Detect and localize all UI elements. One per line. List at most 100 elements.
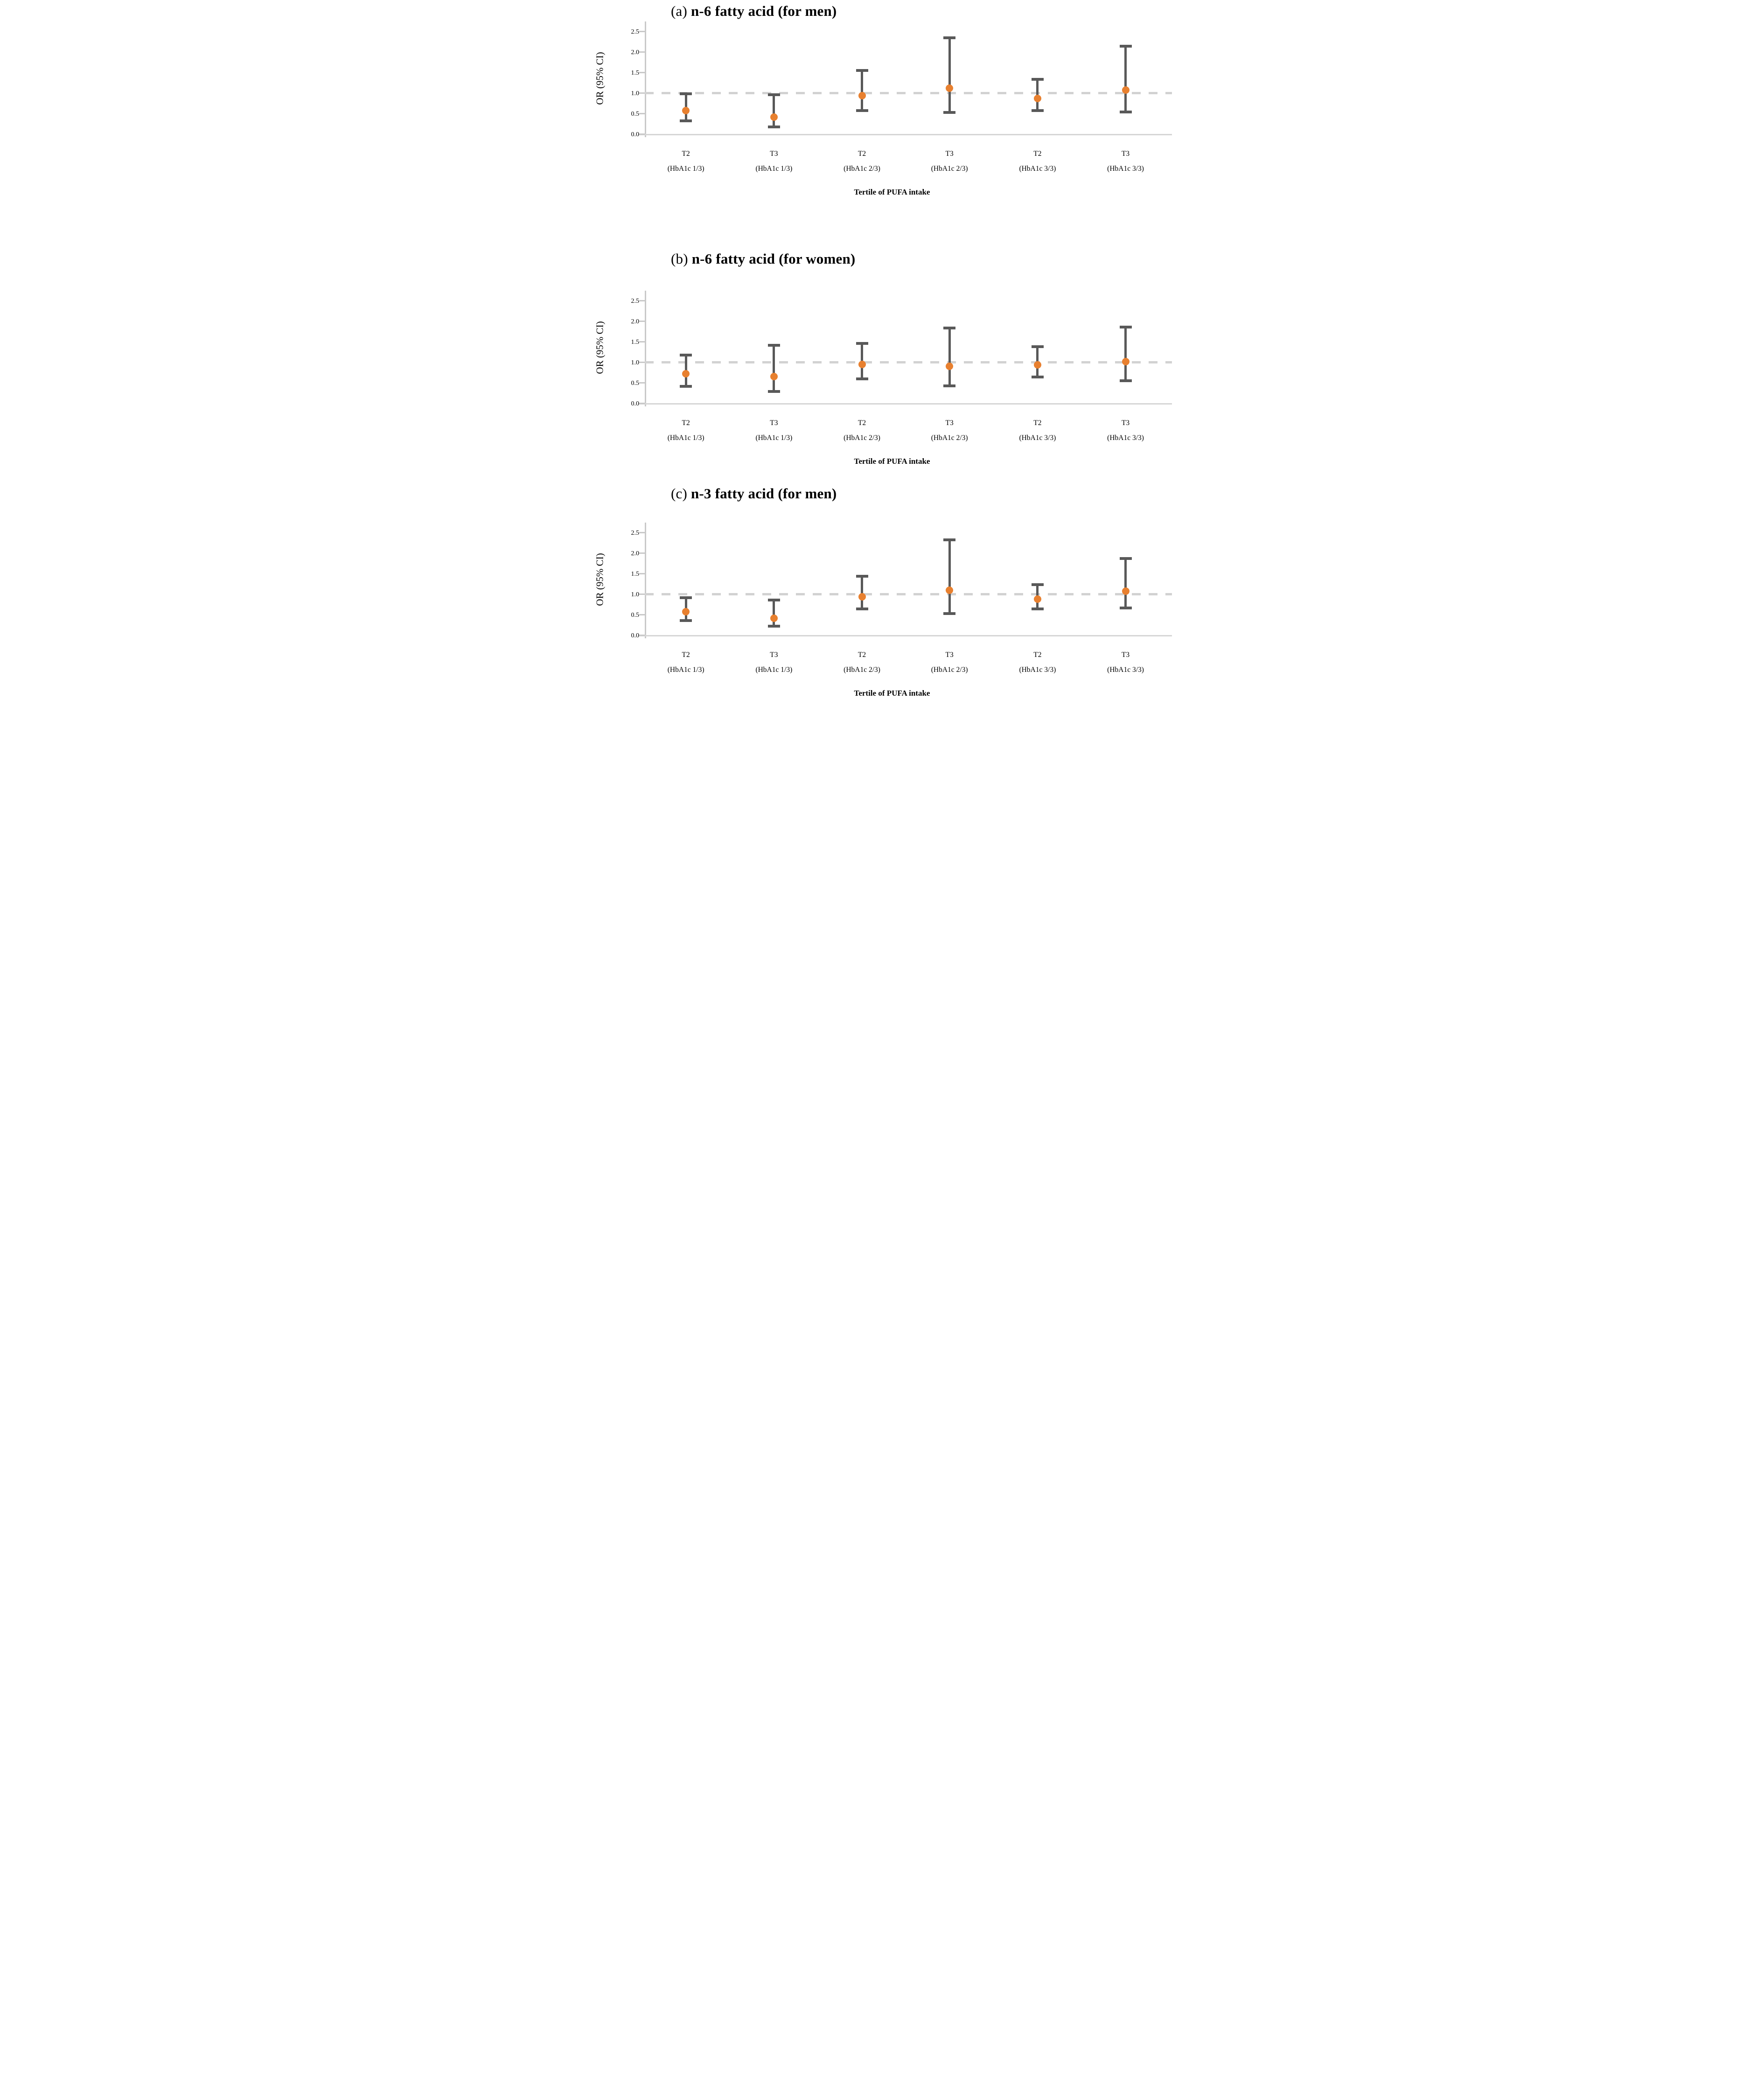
x-category-tertile: T2 — [858, 650, 866, 659]
ci-cap-lower — [1031, 376, 1044, 379]
plot-area-b: 0.0 0.5 1.0 1.5 2.0 2.5 — [631, 290, 1172, 407]
y-tick-mark — [639, 112, 645, 114]
y-tick-mark — [639, 382, 645, 384]
plot-row-b: OR (95% CI) 0.0 0.5 1.0 1.5 2.0 2.5 T2 (HbA1c 1/… — [594, 290, 1172, 466]
ci-cap-lower — [680, 119, 692, 122]
chart-title-a: (a) n-6 fatty acid (for men) — [671, 3, 1176, 20]
ci-cap-lower — [943, 384, 956, 387]
chart-title-main: n-3 fatty acid (for men) — [690, 485, 837, 502]
ci-cap-upper — [1119, 557, 1132, 560]
ci-cap-lower — [680, 384, 692, 388]
x-category-label: T2 (HbA1c 1/3) — [668, 416, 704, 446]
x-category-label: T3 (HbA1c 1/3) — [755, 648, 792, 678]
ci-cap-lower — [1031, 608, 1044, 611]
y-axis-line — [645, 21, 646, 137]
x-category-tertile: T2 — [858, 419, 866, 427]
or-point-marker — [858, 91, 866, 99]
ci-whisker — [1124, 46, 1127, 112]
forest-plot-figure: (a) n-6 fatty acid (for men) OR (95% CI) 0… — [588, 0, 1176, 698]
ci-whisker — [773, 600, 775, 627]
y-tick-mark — [639, 361, 645, 363]
x-category-tertile: T3 — [1121, 149, 1130, 158]
or-point-marker — [770, 373, 778, 381]
y-axis-title: OR (95% CI) — [594, 553, 606, 606]
or-point-marker — [1033, 361, 1041, 369]
or-point-marker — [682, 107, 690, 115]
or-point-marker — [946, 586, 954, 594]
y-tick-mark — [639, 552, 645, 554]
y-tick-label: 1.5 — [631, 69, 640, 77]
x-category-hba1c: (HbA1c 3/3) — [1107, 434, 1144, 442]
y-tick-label: 2.0 — [631, 318, 640, 325]
ci-whisker — [948, 328, 951, 386]
chart-panel-a: (a) n-6 fatty acid (for men) OR (95% CI) 0… — [588, 0, 1176, 233]
ci-cap-upper — [856, 574, 868, 578]
x-category-label: T3 (HbA1c 3/3) — [1107, 416, 1144, 446]
ci-cap-lower — [856, 377, 868, 380]
ci-cap-upper — [1031, 77, 1044, 81]
x-category-labels: T2 (HbA1c 1/3) T3 (HbA1c 1/3) T2 (HbA1c 2/3) T… — [645, 416, 1172, 446]
x-category-label: T3 (HbA1c 3/3) — [1107, 147, 1144, 177]
x-category-label: T2 (HbA1c 3/3) — [1019, 147, 1056, 177]
x-category-hba1c: (HbA1c 1/3) — [667, 165, 704, 173]
x-category-hba1c: (HbA1c 1/3) — [755, 434, 793, 442]
or-point-marker — [1033, 595, 1041, 603]
y-tick-mark — [639, 92, 645, 94]
or-point-marker — [770, 614, 778, 622]
x-category-tertile: T3 — [945, 149, 954, 158]
y-tick-label: 1.5 — [631, 570, 640, 578]
y-tick-label: 1.5 — [631, 338, 640, 346]
plot-area-a: 0.0 0.5 1.0 1.5 2.0 2.5 — [631, 21, 1172, 138]
y-tick-label: 1.0 — [631, 359, 640, 366]
y-tick-mark — [639, 593, 645, 595]
ci-cap-lower — [1031, 109, 1044, 112]
reference-line-or-1 — [645, 361, 1172, 363]
ci-whisker — [948, 540, 951, 614]
ci-cap-lower — [1119, 111, 1132, 114]
x-category-labels: T2 (HbA1c 1/3) T3 (HbA1c 1/3) T2 (HbA1c 2/3) T… — [645, 648, 1172, 677]
or-point-marker — [682, 608, 690, 616]
y-tick-mark — [639, 634, 645, 636]
x-category-label: T2 (HbA1c 3/3) — [1019, 648, 1056, 678]
ci-cap-lower — [856, 109, 868, 112]
y-axis-title: OR (95% CI) — [594, 321, 606, 374]
chart-panel-b: (b) n-6 fatty acid (for women) OR (95% CI… — [588, 233, 1176, 466]
ci-cap-lower — [767, 625, 780, 628]
y-tick-label: 1.0 — [631, 591, 640, 598]
chart-title-main: n-6 fatty acid (for men) — [690, 3, 837, 19]
reference-line-or-1 — [645, 91, 1172, 94]
chart-title-prefix: (b) — [671, 251, 688, 267]
x-category-label: T3 (HbA1c 2/3) — [931, 416, 968, 446]
ci-cap-upper — [767, 93, 780, 97]
x-category-tertile: T3 — [770, 149, 778, 158]
x-category-label: T3 (HbA1c 1/3) — [755, 147, 792, 177]
chart-title-main: n-6 fatty acid (for women) — [691, 251, 856, 267]
x-category-hba1c: (HbA1c 1/3) — [755, 666, 793, 674]
ci-whisker — [773, 95, 775, 127]
x-category-tertile: T3 — [770, 650, 778, 659]
chart-title-b: (b) n-6 fatty acid (for women) — [671, 251, 1176, 267]
x-category-label: T2 (HbA1c 3/3) — [1019, 416, 1056, 446]
x-category-tertile: T3 — [945, 419, 954, 427]
x-axis-title: Tertile of PUFA intake — [854, 187, 930, 196]
y-tick-mark — [639, 30, 645, 32]
or-point-marker — [1122, 357, 1130, 365]
x-axis-line — [638, 133, 1172, 135]
y-tick-label: 0.5 — [631, 379, 640, 387]
x-category-label: T2 (HbA1c 2/3) — [844, 648, 880, 678]
ci-whisker — [861, 576, 864, 609]
chart-panel-c: (c) n-3 fatty acid (for men) OR (95% CI) 0… — [588, 466, 1176, 698]
ci-cap-upper — [680, 92, 692, 96]
ci-cap-upper — [767, 343, 780, 347]
x-category-tertile: T2 — [1033, 650, 1042, 659]
y-tick-mark — [639, 71, 645, 73]
y-tick-mark — [639, 320, 645, 322]
chart-title-c: (c) n-3 fatty acid (for men) — [671, 485, 1176, 502]
y-tick-mark — [639, 341, 645, 342]
x-category-label: T3 (HbA1c 2/3) — [931, 648, 968, 678]
or-point-marker — [682, 370, 690, 378]
ci-cap-upper — [856, 342, 868, 345]
x-category-tertile: T2 — [1033, 149, 1042, 158]
ci-cap-lower — [943, 111, 956, 114]
or-point-marker — [858, 593, 866, 601]
